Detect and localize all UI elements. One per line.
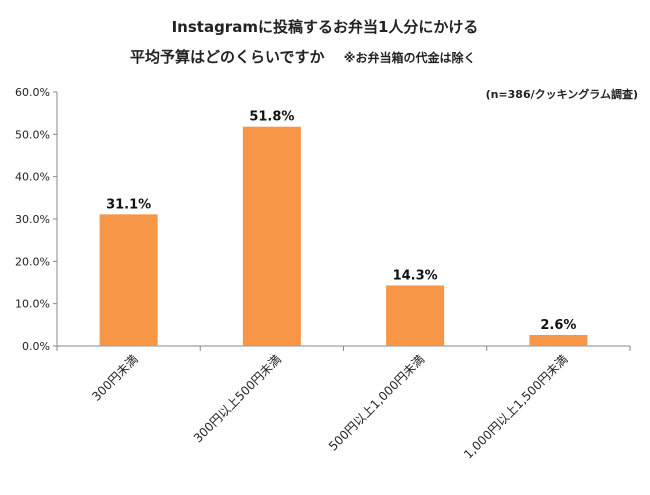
data-label: 14.3% — [393, 268, 438, 283]
y-tick-label: 20.0% — [15, 255, 50, 268]
x-category-label: 500円以上1,000円未満 — [326, 352, 427, 453]
data-label: 51.8% — [249, 110, 294, 125]
bar — [529, 334, 588, 346]
y-tick-label: 40.0% — [15, 171, 50, 184]
y-tick-label: 10.0% — [15, 298, 50, 311]
bar — [386, 285, 445, 346]
x-category-label: 300円未満 — [89, 352, 141, 404]
y-tick-label: 60.0% — [15, 86, 50, 99]
data-label: 2.6% — [540, 318, 576, 333]
y-tick-label: 30.0% — [15, 213, 50, 226]
chart-title-main: 平均予算はどのくらいですか — [130, 48, 325, 66]
bar — [99, 214, 158, 346]
chart-title-line2: 平均予算はどのくらいですか ※お弁当箱の代金は除く — [130, 46, 475, 67]
chart-title-note: ※お弁当箱の代金は除く — [343, 51, 476, 65]
source-note: (n=386/クッキングラム調査) — [485, 88, 638, 101]
data-label: 31.1% — [106, 197, 151, 212]
x-category-label: 1,000円以上1,500円未満 — [461, 352, 570, 461]
y-tick-label: 0.0% — [22, 340, 50, 353]
bar — [242, 126, 301, 346]
x-category-label: 300円以上500円未満 — [191, 352, 284, 445]
y-tick-label: 50.0% — [15, 128, 50, 141]
chart-title-line1: Instagramに投稿するお弁当1人分にかける — [171, 18, 479, 36]
